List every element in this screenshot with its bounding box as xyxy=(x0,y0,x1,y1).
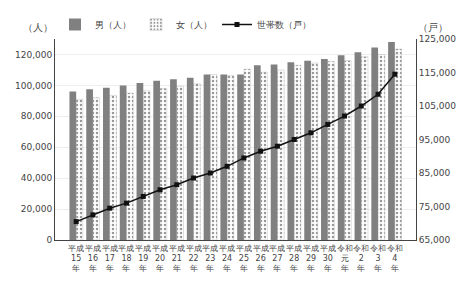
svg-text:60,000: 60,000 xyxy=(21,142,53,152)
svg-text:令和4年: 令和4年 xyxy=(387,244,403,274)
svg-text:男（人）: 男（人） xyxy=(95,20,131,30)
svg-text:女（人）: 女（人） xyxy=(176,20,212,30)
svg-text:令和元年: 令和元年 xyxy=(337,244,353,274)
svg-text:0: 0 xyxy=(46,235,52,245)
svg-text:平成26年: 平成26年 xyxy=(253,244,269,274)
svg-text:平成22年: 平成22年 xyxy=(186,244,202,274)
svg-text:令和3年: 令和3年 xyxy=(370,244,386,274)
svg-text:平成24年: 平成24年 xyxy=(219,244,235,274)
svg-text:平成23年: 平成23年 xyxy=(202,244,218,274)
svg-text:平成19年: 平成19年 xyxy=(135,244,151,274)
svg-text:平成15年: 平成15年 xyxy=(68,244,84,274)
svg-text:80,000: 80,000 xyxy=(21,111,53,121)
svg-text:平成30年: 平成30年 xyxy=(320,244,336,274)
svg-text:平成17年: 平成17年 xyxy=(102,244,118,274)
svg-text:95,000: 95,000 xyxy=(419,135,451,145)
svg-text:平成21年: 平成21年 xyxy=(169,244,185,274)
svg-text:85,000: 85,000 xyxy=(419,168,451,178)
svg-text:平成28年: 平成28年 xyxy=(286,244,302,274)
svg-text:令和2年: 令和2年 xyxy=(353,244,369,274)
svg-text:平成25年: 平成25年 xyxy=(236,244,252,274)
svg-text:75,000: 75,000 xyxy=(419,202,451,212)
svg-text:105,000: 105,000 xyxy=(419,101,456,111)
svg-text:平成27年: 平成27年 xyxy=(269,244,285,274)
svg-text:（戸）: （戸） xyxy=(418,22,448,33)
svg-text:65,000: 65,000 xyxy=(419,235,451,245)
svg-text:平成18年: 平成18年 xyxy=(118,244,134,274)
svg-text:平成20年: 平成20年 xyxy=(152,244,168,274)
svg-text:世帯数（戸）: 世帯数（戸） xyxy=(257,20,311,30)
svg-text:120,000: 120,000 xyxy=(15,50,52,60)
svg-text:100,000: 100,000 xyxy=(15,81,52,91)
svg-text:平成16年: 平成16年 xyxy=(85,244,101,274)
svg-text:115,000: 115,000 xyxy=(419,68,456,78)
svg-text:20,000: 20,000 xyxy=(21,204,53,214)
svg-text:（人）: （人） xyxy=(23,22,53,33)
svg-text:125,000: 125,000 xyxy=(419,34,456,44)
svg-text:40,000: 40,000 xyxy=(21,173,53,183)
svg-text:平成29年: 平成29年 xyxy=(303,244,319,274)
